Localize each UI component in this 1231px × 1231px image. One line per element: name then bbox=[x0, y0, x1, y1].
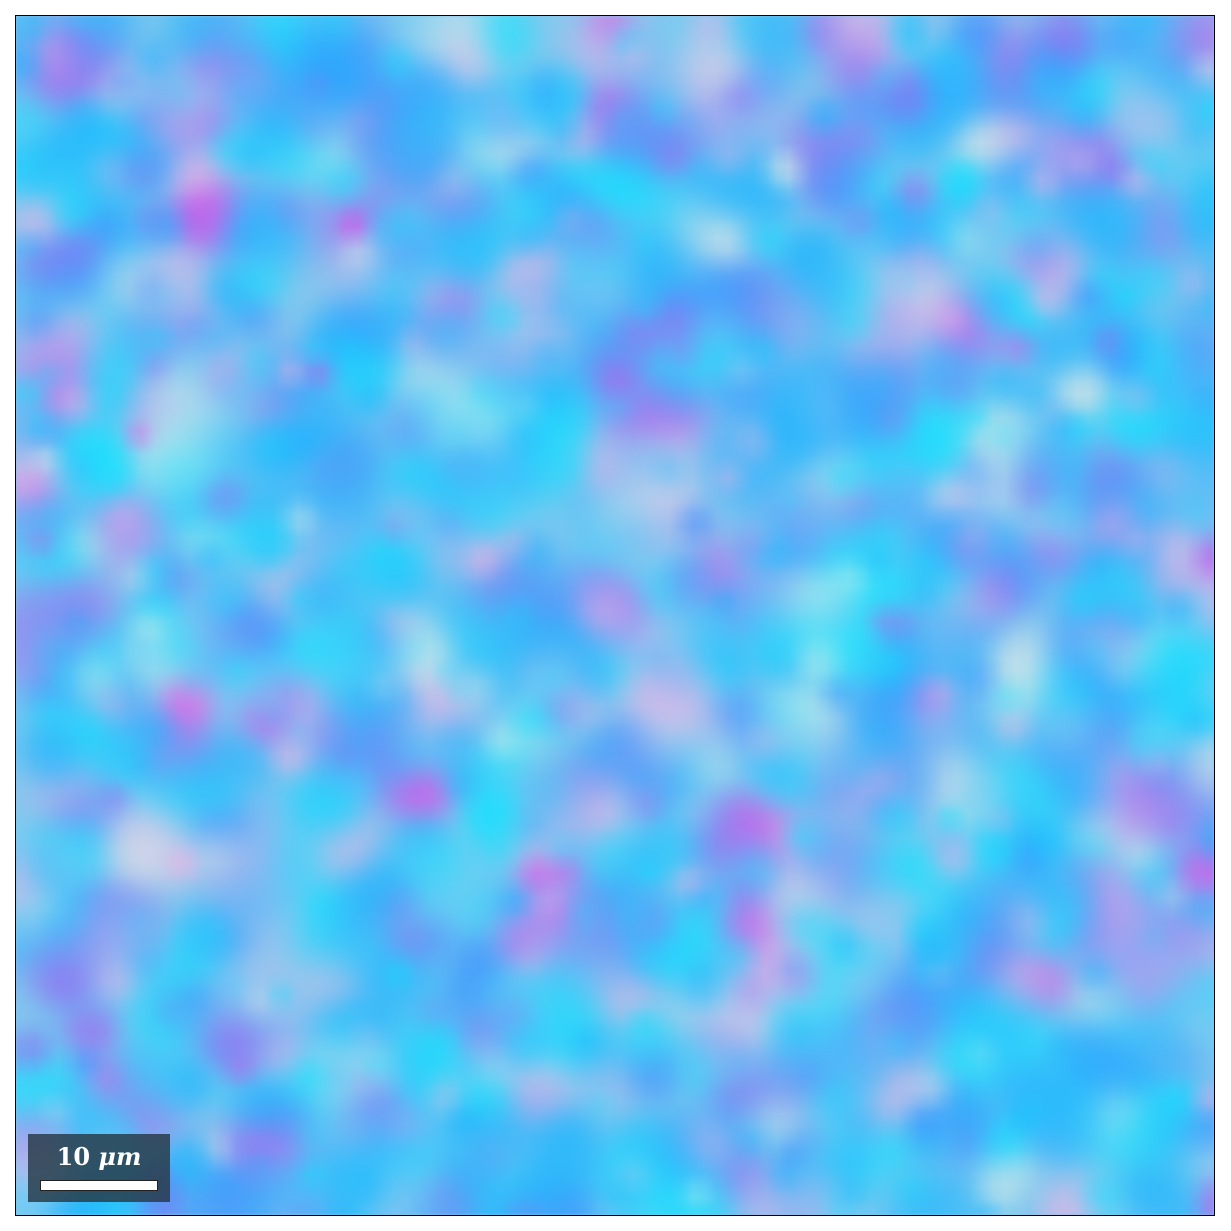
scale-bar-label: 10 μm bbox=[28, 1144, 170, 1170]
micrograph-frame: 10 μm bbox=[15, 15, 1215, 1216]
micrograph-image bbox=[16, 16, 1214, 1215]
scale-bar-value: 10 bbox=[56, 1142, 91, 1171]
scale-bar: 10 μm bbox=[28, 1134, 170, 1202]
scale-bar-unit: μm bbox=[98, 1142, 142, 1171]
scale-bar-line bbox=[40, 1180, 158, 1191]
